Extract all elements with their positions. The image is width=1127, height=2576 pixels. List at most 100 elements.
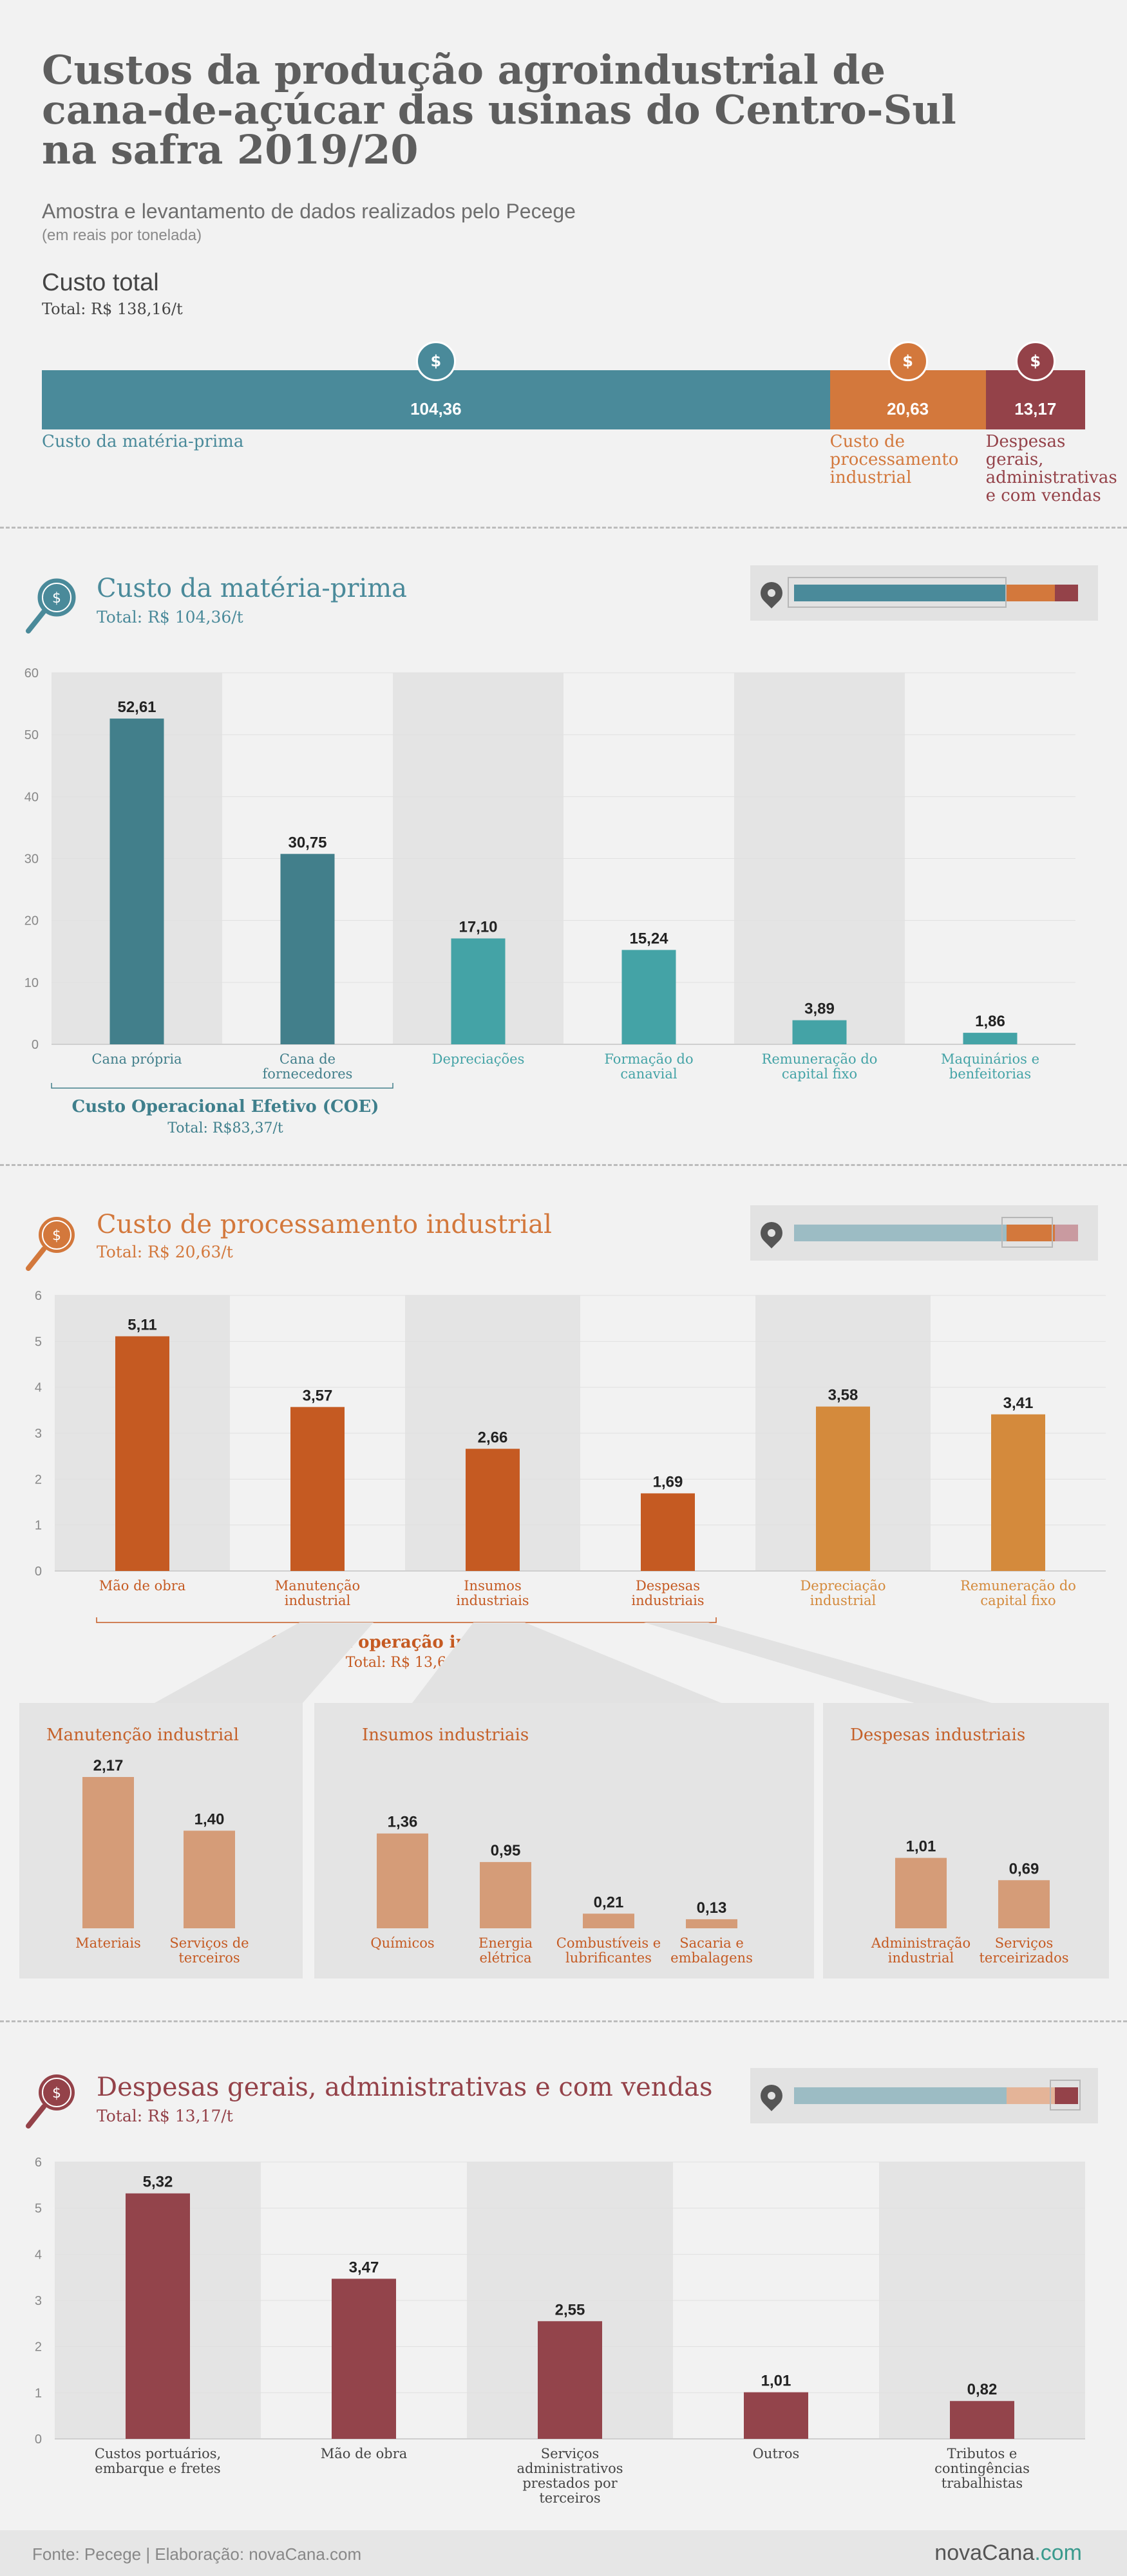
bar-value-label: 3,58 xyxy=(828,1387,858,1404)
category-label: Remuneração do capital fixo xyxy=(960,1578,1076,1608)
y-tick-label: 3 xyxy=(35,2294,42,2308)
category-label: Mão de obra xyxy=(99,1578,186,1594)
bar-value-label: 1,01 xyxy=(906,1838,936,1856)
bar-value-label: 3,89 xyxy=(804,1001,835,1018)
category-label: Manutenção industrial xyxy=(275,1578,360,1608)
category-label: Administração industrial xyxy=(871,1935,971,1966)
page-title: Custos da produção agroindustrial de can… xyxy=(42,46,956,173)
bar xyxy=(538,2321,602,2439)
y-tick-label: 1 xyxy=(35,1519,42,1533)
total-cost-value: 20,63 xyxy=(887,399,929,418)
total-cost-label: Custo da matéria-prima xyxy=(42,432,244,451)
section-despesas-title: Despesas gerais, administrativas e com v… xyxy=(97,2073,713,2102)
section-processamento-total: Total: R$ 20,63/t xyxy=(97,1243,233,1261)
y-tick-label: 10 xyxy=(24,976,39,990)
section-materia-prima-title: Custo da matéria-prima xyxy=(97,574,408,603)
total-cost-label: Despesas gerais, administrativas e com v… xyxy=(985,432,1117,505)
y-tick-label: 0 xyxy=(35,1565,42,1579)
y-tick-label: 6 xyxy=(35,1289,42,1303)
svg-text:$: $ xyxy=(52,590,61,606)
category-label: Sacaria e embalagens xyxy=(670,1935,753,1966)
section-divider xyxy=(0,2020,1127,2022)
category-label: Insumos industriais xyxy=(456,1578,529,1608)
position-minimap xyxy=(750,565,1098,621)
y-tick-label: 30 xyxy=(24,852,39,867)
category-label: Depreciações xyxy=(432,1051,525,1067)
bar xyxy=(377,1833,428,1928)
bar-value-label: 0,69 xyxy=(1009,1860,1039,1877)
category-label: Energia elétrica xyxy=(478,1935,533,1966)
magnifier-money-icon: $ xyxy=(26,578,76,634)
processamento-chart: 0 1 2 3 4 5 6 5,11 Mão de obra 3,57 Manutenção indu… xyxy=(35,1289,1106,1623)
y-tick-label: 5 xyxy=(35,1335,42,1349)
bar xyxy=(963,1033,1018,1044)
y-tick-label: 4 xyxy=(35,1381,42,1395)
y-tick-label: 2 xyxy=(35,1472,42,1487)
bar xyxy=(583,1913,634,1928)
total-cost-total: Total: R$ 138,16/t xyxy=(42,300,183,318)
bar xyxy=(686,1919,737,1928)
y-tick-label: 60 xyxy=(24,666,39,681)
bar-value-label: 1,69 xyxy=(653,1473,683,1490)
bar-value-label: 15,24 xyxy=(629,930,668,947)
category-label: Materiais xyxy=(75,1935,141,1951)
money-bag-icon: $ xyxy=(887,341,928,381)
bar xyxy=(109,719,164,1044)
bar xyxy=(950,2401,1014,2439)
bar-value-label: 0,82 xyxy=(967,2381,998,2398)
section-despesas-total: Total: R$ 13,17/t xyxy=(97,2107,233,2125)
bar xyxy=(792,1020,847,1044)
bar xyxy=(126,2193,190,2439)
section-divider xyxy=(0,527,1127,529)
bar-value-label: 5,11 xyxy=(128,1316,156,1333)
y-tick-label: 40 xyxy=(24,790,39,804)
total-cost-value: 13,17 xyxy=(1014,399,1057,418)
despesas-industriais-title: Despesas industriais xyxy=(850,1725,1026,1745)
bar xyxy=(451,938,506,1044)
money-bag-icon: $ xyxy=(415,341,456,381)
materia-prima-chart: 0 10 20 30 40 50 60 52,61 Cana própria 30,75 Cana … xyxy=(24,666,1075,1089)
coe-group-total: Total: R$83,37/t xyxy=(167,1120,283,1136)
unit-note: (em reais por tonelada) xyxy=(42,227,202,244)
category-label: Tributos e contingências trabalhistas xyxy=(934,2446,1030,2491)
category-label: Remuneração do capital fixo xyxy=(762,1051,878,1082)
bar xyxy=(280,854,335,1044)
manutencao-panel xyxy=(19,1703,303,1979)
despesas-gerais-chart: 0 1 2 3 4 5 6 5,32 Custos portuários, embarque e … xyxy=(35,2156,1085,2506)
bar-value-label: 1,40 xyxy=(194,1810,225,1828)
y-tick-label: 1 xyxy=(35,2386,42,2400)
bar xyxy=(816,1406,870,1571)
category-label: Serviços administrativos prestados por terc… xyxy=(516,2446,623,2506)
bar-value-label: 2,17 xyxy=(93,1757,124,1774)
section-divider xyxy=(0,1164,1127,1166)
bar-value-label: 3,47 xyxy=(349,2259,379,2276)
bar xyxy=(466,1449,520,1571)
category-label: Formação do canavial xyxy=(604,1051,693,1082)
bar xyxy=(115,1336,169,1571)
y-tick-label: 6 xyxy=(35,2156,42,2170)
y-tick-label: 0 xyxy=(32,1038,39,1052)
section-processamento-title: Custo de processamento industrial xyxy=(97,1210,552,1239)
page-subtitle: Amostra e levantamento de dados realizad… xyxy=(42,200,576,223)
location-pin-icon xyxy=(755,2080,788,2112)
total-cost-label: Custo de processamento industrial xyxy=(829,432,959,487)
bar xyxy=(82,1777,134,1928)
category-label: Serviços terceirizados xyxy=(979,1935,1068,1966)
bar-value-label: 0,13 xyxy=(697,1899,727,1917)
bar xyxy=(184,1830,235,1928)
group-bracket xyxy=(96,1617,717,1623)
bar-value-label: 1,86 xyxy=(975,1013,1005,1030)
bar-value-label: 5,32 xyxy=(143,2174,173,2191)
y-tick-label: 2 xyxy=(35,2340,42,2355)
category-label: Combustíveis e lubrificantes xyxy=(556,1935,661,1966)
despesas-industriais-panel xyxy=(823,1703,1109,1979)
bar-value-label: 0,21 xyxy=(594,1894,624,1911)
y-tick-label: 0 xyxy=(35,2432,42,2447)
y-tick-label: 20 xyxy=(24,914,39,928)
position-minimap xyxy=(750,1205,1098,1261)
bar-value-label: 2,55 xyxy=(555,2301,585,2318)
y-tick-label: 4 xyxy=(35,2248,42,2262)
magnifier-money-icon: $ xyxy=(26,1217,75,1271)
breakdown-connector xyxy=(155,1622,992,1703)
bar-value-label: 2,66 xyxy=(478,1429,508,1446)
